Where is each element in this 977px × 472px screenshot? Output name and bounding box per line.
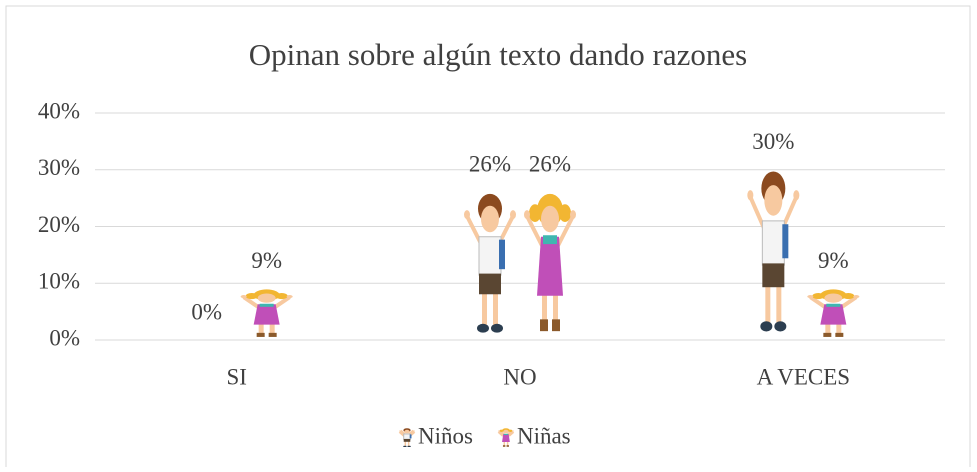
value-label: 30% (752, 129, 794, 154)
scarf (826, 303, 841, 307)
leg (407, 441, 410, 446)
shoe (403, 445, 407, 447)
face (824, 293, 843, 303)
arm (508, 431, 513, 435)
leg (836, 322, 842, 335)
boot (835, 332, 844, 337)
y-tick-label: 30% (38, 155, 80, 180)
leg (482, 289, 487, 326)
bar (747, 171, 800, 332)
shoe (407, 445, 411, 447)
leg (765, 282, 771, 323)
hand (286, 295, 293, 299)
dress (820, 304, 847, 325)
backpack (499, 239, 505, 270)
shoe (477, 323, 489, 333)
shirt (404, 434, 411, 439)
leg (553, 289, 558, 326)
backpack (782, 224, 789, 259)
value-label: 9% (818, 248, 849, 273)
leg (776, 282, 782, 323)
arm (244, 297, 259, 307)
boot (506, 445, 509, 447)
hand (240, 295, 247, 299)
legend-label: Niñas (517, 423, 571, 448)
arm (527, 216, 542, 246)
hand (807, 295, 814, 299)
x-tick-label: A VECES (757, 364, 851, 389)
arm (558, 216, 573, 246)
arm (275, 297, 290, 307)
leg (506, 441, 509, 446)
leg (542, 289, 547, 326)
legend-label: Niños (418, 423, 473, 448)
face (503, 429, 509, 434)
hand (510, 210, 516, 220)
boot (256, 332, 265, 337)
shoe (491, 323, 503, 333)
value-label: 9% (251, 248, 282, 273)
boot (552, 319, 560, 332)
shoe (774, 321, 787, 332)
leg (404, 441, 407, 446)
value-label: 26% (529, 152, 571, 177)
leg (269, 322, 275, 335)
scarf (259, 303, 274, 307)
hand (498, 430, 500, 432)
chart-title: Opinan sobre algún texto dando razones (249, 37, 747, 72)
scarf (503, 433, 509, 435)
hand (464, 210, 470, 220)
bar (807, 289, 860, 337)
leg (503, 441, 506, 446)
leg (258, 322, 264, 335)
hand (399, 430, 401, 432)
face (404, 429, 410, 434)
legend-icon (498, 428, 514, 447)
value-label: 0% (191, 299, 222, 324)
face (541, 205, 559, 233)
bar (464, 193, 516, 333)
arm (810, 297, 825, 307)
boot (540, 319, 548, 332)
x-tick-label: NO (503, 364, 536, 389)
arm (499, 431, 504, 435)
shirt (479, 237, 501, 275)
boot (268, 332, 277, 337)
hand (570, 210, 576, 220)
shorts (403, 439, 411, 442)
dress (537, 236, 563, 296)
hand (524, 210, 530, 220)
dress (502, 434, 510, 442)
face (481, 205, 499, 233)
y-tick-label: 40% (38, 98, 80, 123)
bar (524, 193, 576, 332)
scarf (543, 235, 557, 245)
shoe (760, 321, 773, 332)
y-tick-label: 20% (38, 212, 80, 237)
hand (793, 190, 800, 201)
shorts (762, 263, 785, 288)
leg (493, 289, 498, 326)
shirt (762, 221, 784, 265)
face (257, 293, 276, 303)
dress (253, 304, 280, 325)
face (764, 185, 783, 216)
shorts (479, 273, 501, 295)
leg (825, 322, 831, 335)
hand (853, 295, 860, 299)
backpack (409, 434, 412, 439)
hand (511, 430, 514, 432)
arm (841, 297, 856, 307)
hand (413, 430, 415, 432)
bar (240, 289, 293, 337)
x-tick-label: SI (226, 364, 246, 389)
boot (502, 445, 506, 447)
legend-icon (399, 428, 415, 447)
boot (823, 332, 832, 337)
value-label: 26% (469, 152, 511, 177)
y-tick-label: 0% (49, 325, 80, 350)
y-tick-label: 10% (38, 269, 80, 294)
hand (747, 190, 754, 201)
